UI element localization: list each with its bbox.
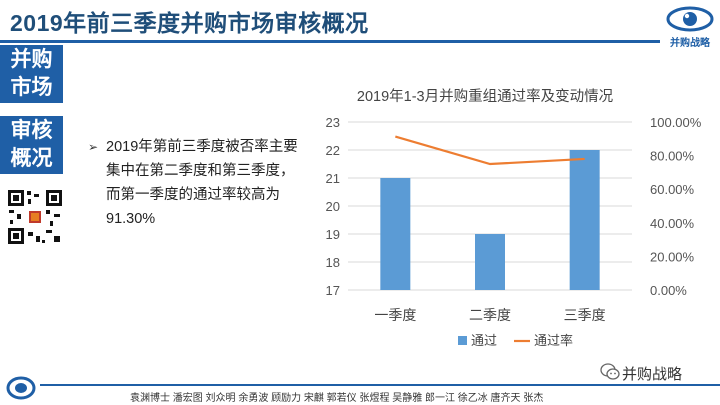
y-left-tick-label: 19 (326, 227, 340, 242)
brand-logo-text: 并购战略 (670, 38, 710, 49)
legend-label: 通过 (471, 333, 497, 348)
x-tick-label: 三季度 (564, 307, 606, 323)
sidebar-item-review[interactable]: 审核 概况 (0, 116, 63, 174)
sidebar-item-label: 审核 概况 (10, 119, 53, 170)
qr-code-icon (6, 188, 64, 246)
header: 2019年前三季度并购市场审核概况 (0, 0, 720, 40)
legend-label: 通过率 (534, 333, 573, 348)
bar-1 (380, 178, 411, 290)
legend-swatch-bar (458, 336, 467, 345)
y-left-tick-label: 17 (326, 283, 340, 298)
footer-authors: 袁渊博士 潘宏图 刘众明 余勇波 顾励力 宋麒 郭若仪 张煜程 吴静雅 郎一江 … (130, 393, 544, 404)
x-tick-label: 一季度 (374, 307, 416, 323)
line-series-approval-rate (395, 135, 585, 166)
bullet-text: 2019年第前三季度被否率主要集中在第二季度和第三季度，而第一季度的通过率较高为… (106, 139, 298, 227)
y-axis-left: 17 18 19 20 21 22 23 (326, 115, 340, 298)
chart-title: 2019年1-3月并购重组通过率及变动情况 (357, 88, 614, 105)
eye-logo-icon (666, 6, 714, 32)
sidebar: 并购 市场 审核 概况 (0, 43, 70, 377)
page-title: 2019年前三季度并购市场审核概况 (10, 10, 369, 36)
chart-bars (380, 150, 600, 290)
wechat-watermark: 并购战略 (600, 361, 710, 383)
bullet-arrow-icon: ➢ (88, 140, 99, 154)
footer-logo-icon (6, 376, 36, 400)
chart-legend: 通过 通过率 (458, 333, 573, 348)
chart-line-series (395, 135, 585, 166)
y-right-tick-label: 80.00% (650, 149, 695, 164)
footer-divider (40, 384, 720, 386)
bar-2 (475, 234, 505, 290)
x-axis: 一季度 二季度 三季度 (374, 307, 605, 323)
wechat-name: 并购战略 (622, 366, 683, 383)
y-right-tick-label: 40.00% (650, 216, 695, 231)
y-left-tick-label: 20 (326, 199, 340, 214)
y-right-tick-label: 0.00% (650, 283, 687, 298)
brand-logo: 并购战略 (662, 2, 718, 49)
y-left-tick-label: 18 (326, 255, 340, 270)
approval-rate-chart: 2019年1-3月并购重组通过率及变动情况 17 18 19 20 21 22 23 0.0… (326, 88, 702, 348)
y-left-tick-label: 21 (326, 171, 340, 186)
sidebar-item-market[interactable]: 并购 市场 (0, 45, 63, 103)
bar-3 (569, 150, 600, 290)
y-right-tick-label: 100.00% (650, 115, 702, 130)
y-left-tick-label: 23 (326, 115, 340, 130)
bullet-point: ➢ 2019年第前三季度被否率主要集中在第二季度和第三季度，而第一季度的通过率较… (88, 135, 303, 231)
x-tick-label: 二季度 (469, 307, 511, 323)
y-axis-right: 0.00% 20.00% 40.00% 60.00% 80.00% 100.00% (650, 115, 702, 298)
sidebar-item-label: 并购 市场 (10, 48, 53, 99)
wechat-icon (600, 363, 620, 380)
y-right-tick-label: 20.00% (650, 249, 695, 264)
y-left-tick-label: 22 (326, 143, 340, 158)
header-divider (0, 40, 660, 43)
y-right-tick-label: 60.00% (650, 182, 695, 197)
